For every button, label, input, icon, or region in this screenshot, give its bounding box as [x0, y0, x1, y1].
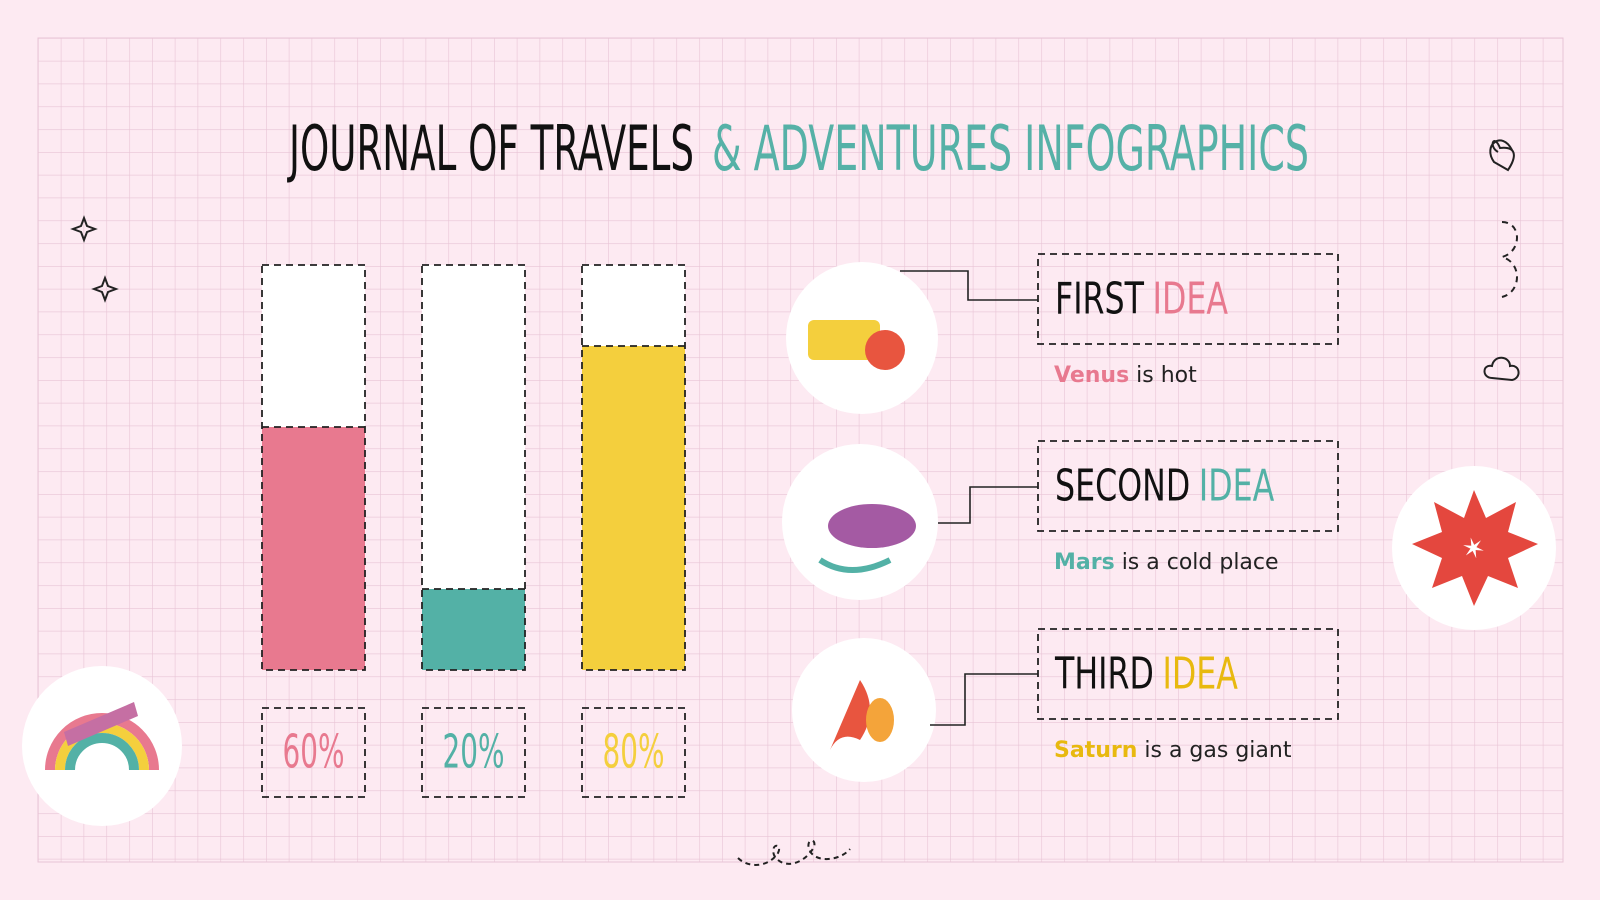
idea-heading-word: SECOND [1055, 460, 1190, 512]
value-label: 20% [443, 725, 505, 779]
value-label: 60% [283, 725, 345, 779]
bar [582, 346, 685, 670]
connectors [900, 270, 1038, 726]
value-label-box [421, 707, 526, 798]
title-main: JOURNAL OF TRAVELS [287, 112, 694, 185]
value-label-box [261, 707, 366, 798]
planet-name: Saturn [1054, 738, 1137, 763]
planet-text: is hot [1136, 363, 1197, 388]
idea-box [1037, 440, 1339, 532]
planet-name: Venus [1054, 363, 1129, 388]
idea-heading-accent: IDEA [1153, 273, 1228, 325]
idea-heading: THIRD IDEA [1054, 648, 1238, 700]
idea-description: Venus is hot [1054, 363, 1197, 388]
idea-heading-accent: IDEA [1163, 648, 1238, 700]
idea-description: Saturn is a gas giant [1054, 738, 1292, 763]
bar-frame-outline [261, 264, 366, 671]
bar [262, 427, 365, 670]
bar-frame-outline [421, 264, 526, 671]
bar [422, 589, 525, 670]
idea-box [1037, 628, 1339, 720]
idea-heading-word: THIRD [1054, 648, 1154, 700]
bar-frame-outline [581, 264, 686, 671]
value-label: 80% [603, 725, 665, 779]
idea-heading: SECOND IDEA [1055, 460, 1274, 512]
idea-heading: FIRST IDEA [1055, 273, 1228, 325]
idea-box [1037, 253, 1339, 345]
stickers: ✶ [22, 262, 1556, 826]
planet-text: is a gas giant [1144, 738, 1291, 763]
doodles [70, 139, 1520, 866]
idea-heading-word: FIRST [1055, 273, 1145, 325]
idea-heading-accent: IDEA [1199, 460, 1274, 512]
planet-text: is a cold place [1122, 550, 1279, 575]
planet-name: Mars [1054, 550, 1115, 575]
idea-description: Mars is a cold place [1054, 550, 1279, 575]
title-accent: & ADVENTURES INFOGRAPHICS [712, 112, 1309, 185]
value-label-box [581, 707, 686, 798]
